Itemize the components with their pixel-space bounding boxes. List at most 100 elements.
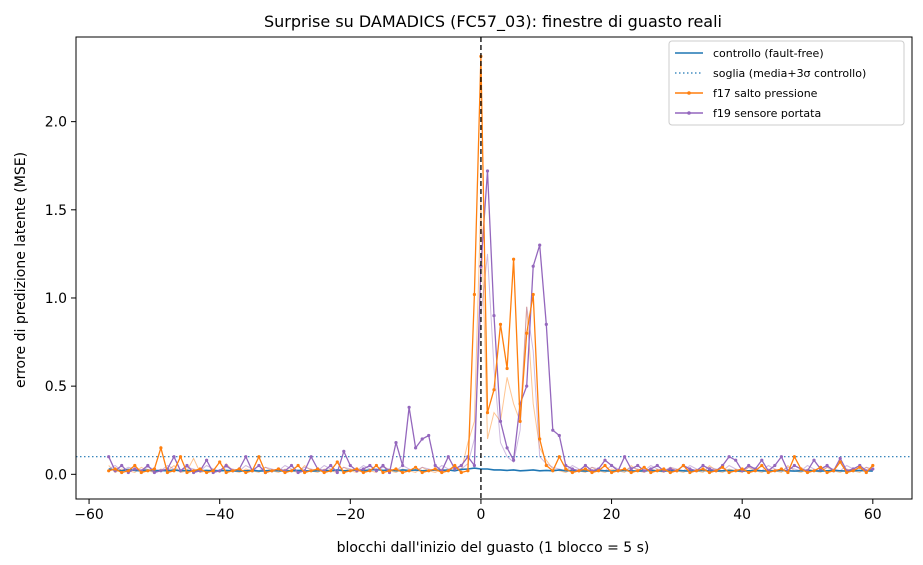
- series-point-f19: [603, 458, 607, 462]
- series-point-f17: [792, 455, 797, 459]
- series-point-f17: [505, 366, 509, 371]
- series-point-f17: [858, 465, 862, 469]
- legend-box: [668, 40, 905, 126]
- series-point-f17: [623, 467, 627, 471]
- legend-marker-f17: [687, 91, 691, 95]
- series-point-f17: [257, 455, 261, 459]
- series-point-f17: [335, 460, 339, 464]
- series-point-f17: [851, 469, 855, 473]
- series-point-f19: [629, 467, 633, 471]
- series-point-f19: [427, 433, 431, 438]
- series-point-f17: [498, 322, 503, 326]
- series-point-f17: [721, 465, 725, 469]
- series-point-f19: [492, 314, 496, 318]
- series-point-f17: [107, 469, 111, 473]
- series-point-f17: [348, 469, 352, 473]
- series-point-f17: [368, 469, 372, 473]
- series-point-f19: [727, 455, 731, 459]
- series-point-f17: [825, 470, 829, 475]
- series-point-f19: [309, 455, 313, 459]
- series-point-f17: [871, 463, 875, 468]
- y-tick-label: 0.5: [45, 379, 67, 395]
- series-point-f17: [407, 469, 411, 473]
- series-point-f17: [381, 470, 385, 475]
- series-point-f19: [335, 470, 339, 475]
- series-point-f17: [172, 469, 176, 473]
- series-point-f17: [538, 437, 542, 441]
- series-point-f19: [120, 463, 124, 468]
- series-point-f17: [113, 467, 117, 471]
- series-point-f17: [289, 469, 294, 473]
- series-point-f17: [714, 469, 718, 473]
- series-point-f17: [159, 446, 163, 450]
- series-point-f17: [805, 470, 810, 475]
- series-point-f17: [178, 455, 183, 459]
- series-point-f19: [812, 458, 816, 462]
- series-point-f17: [472, 292, 476, 297]
- series-point-f19: [707, 467, 712, 471]
- series-point-f17: [126, 469, 130, 473]
- series-point-f19: [244, 455, 248, 459]
- series-point-f19: [479, 264, 483, 268]
- x-tick-label: 40: [733, 507, 751, 523]
- series-point-f17: [583, 467, 588, 471]
- series-point-f17: [342, 470, 346, 475]
- series-point-f19: [583, 463, 588, 468]
- series-point-f17: [224, 470, 228, 475]
- series-point-f19: [544, 322, 548, 326]
- series-point-f17: [707, 470, 712, 475]
- series-point-f19: [453, 467, 457, 471]
- series-point-f17: [374, 463, 378, 468]
- series-point-f17: [577, 469, 581, 473]
- y-tick-label: 2.0: [45, 115, 67, 131]
- series-point-f19: [792, 463, 797, 468]
- series-point-f17: [139, 470, 143, 475]
- series-point-f17: [694, 469, 699, 473]
- series-point-f17: [753, 469, 757, 473]
- series-point-f17: [596, 469, 601, 473]
- series-point-f19: [159, 469, 163, 473]
- series-point-f17: [244, 470, 248, 475]
- series-point-f19: [407, 405, 411, 409]
- axes-frame: [75, 36, 913, 500]
- series-point-f17: [779, 467, 784, 471]
- series-point-f17: [525, 331, 529, 335]
- series-point-f17: [459, 470, 463, 475]
- series-point-f19: [505, 446, 509, 450]
- series-point-f19: [361, 467, 365, 471]
- series-point-f17: [740, 467, 744, 471]
- series-point-f17: [668, 470, 672, 475]
- series-point-f19: [623, 455, 627, 459]
- series-point-f19: [649, 467, 653, 471]
- series-point-f19: [557, 433, 561, 438]
- y-tick-label: 1.0: [45, 291, 67, 307]
- legend-label-threshold: soglia (media+3σ controllo): [713, 67, 866, 80]
- series-point-f19: [133, 467, 137, 471]
- series-point-f17: [511, 257, 516, 261]
- series-point-f19: [289, 463, 294, 468]
- series-point-f19: [701, 463, 705, 468]
- series-point-f17: [747, 470, 751, 475]
- legend: controllo (fault-free) soglia (media+3σ c…: [668, 40, 905, 126]
- series-point-f19: [459, 463, 463, 468]
- series-point-f17: [146, 469, 150, 473]
- plot-area: [76, 37, 912, 499]
- series-point-f17: [387, 469, 392, 473]
- series-point-f19: [368, 463, 372, 468]
- series-point-f17: [570, 470, 575, 475]
- series-point-f19: [205, 458, 209, 462]
- series-point-f19: [146, 463, 150, 468]
- series-point-f19: [838, 456, 842, 460]
- series-point-f17: [446, 469, 450, 473]
- series-point-f17: [420, 470, 424, 475]
- series-point-f17: [642, 465, 646, 469]
- legend-label-f19: f19 sensore portata: [713, 107, 821, 120]
- series-point-f19: [871, 467, 875, 471]
- series-point-f19: [825, 463, 829, 468]
- series-point-f19: [257, 463, 261, 468]
- series-point-f17: [688, 470, 692, 475]
- series-point-f19: [401, 463, 405, 468]
- series-point-f19: [760, 458, 764, 462]
- series-point-f19: [420, 437, 424, 441]
- plot-inner: [76, 37, 912, 499]
